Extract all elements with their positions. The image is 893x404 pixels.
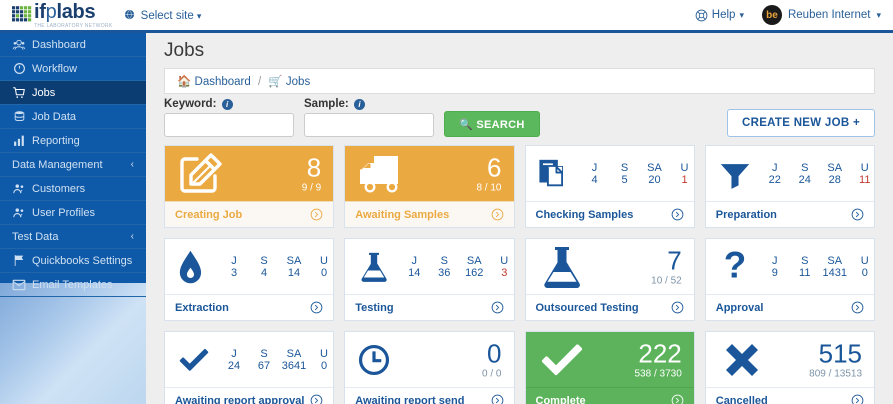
svg-text:?: ? <box>724 250 747 284</box>
